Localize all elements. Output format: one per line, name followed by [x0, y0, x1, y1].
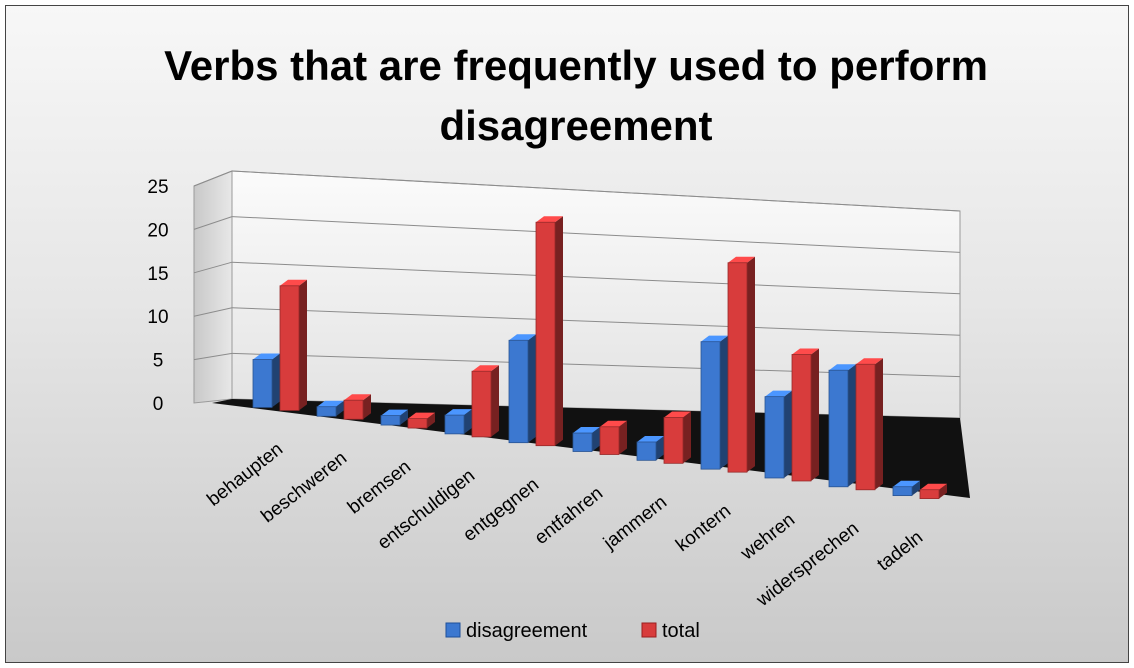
bar-total-beschweren	[343, 394, 371, 420]
gridlines	[193, 170, 961, 378]
bar-total-entgegnen	[535, 216, 563, 447]
x-category-label: jammern	[599, 492, 671, 555]
bar-disagreement-entschuldigen	[444, 409, 472, 435]
x-category-label: entfahren	[531, 483, 607, 549]
bar-total-entschuldigen	[471, 365, 499, 438]
x-category-label: tadeln	[873, 527, 927, 575]
x-category-label: bremsen	[344, 456, 415, 518]
gridline	[231, 216, 961, 253]
bar-disagreement-behaupten	[252, 353, 280, 408]
gridline-side	[193, 170, 233, 187]
gridline-side	[193, 216, 233, 230]
x-category-label: kontern	[672, 501, 735, 557]
bar-disagreement-kontern	[700, 335, 728, 470]
bar-total-jammern	[663, 411, 691, 464]
bar-total-tadeln	[919, 483, 947, 500]
gridline	[231, 261, 961, 295]
chart-frame: Verbs that are frequently used to perfor…	[5, 5, 1129, 663]
chart-svg: Verbs that are frequently used to perfor…	[147, 42, 988, 642]
gridline	[231, 170, 961, 212]
chart-title-line-1: Verbs that are frequently used to perfor…	[164, 42, 988, 89]
legend-label-total: total	[662, 620, 700, 642]
y-tick-label: 25	[147, 177, 168, 198]
gridline-side	[193, 352, 233, 361]
y-tick-label: 5	[153, 351, 164, 372]
bar-disagreement-entfahren	[572, 427, 600, 452]
y-axis-ticks: 0 5 10 15 20 25	[147, 177, 168, 415]
bars	[252, 216, 947, 500]
gridline-side	[193, 261, 233, 274]
bar-disagreement-entgegnen	[508, 334, 536, 444]
bar-total-kontern	[727, 256, 755, 473]
x-category-label: wehren	[736, 509, 799, 565]
gridline-side	[193, 307, 233, 317]
y-tick-label: 0	[153, 394, 164, 415]
legend-label-disagreement: disagreement	[466, 620, 588, 642]
legend-swatch-total	[641, 622, 657, 638]
chart-title-line-2: disagreement	[439, 102, 712, 149]
bar-disagreement-tadeln	[892, 480, 920, 497]
bar-disagreement-bremsen	[380, 409, 408, 426]
bar-disagreement-beschweren	[316, 400, 344, 417]
y-tick-label: 10	[147, 307, 168, 328]
side-wall	[193, 170, 233, 404]
bar-total-wehren	[791, 348, 819, 482]
bar-disagreement-jammern	[636, 435, 664, 461]
bar-total-bremsen	[407, 412, 435, 429]
legend-swatch-disagreement	[445, 622, 461, 638]
bar-disagreement-wehren	[764, 390, 792, 479]
bar-disagreement-widersprechen	[828, 364, 856, 488]
gridline	[231, 307, 961, 336]
y-tick-label: 15	[147, 264, 168, 285]
bar-total-behaupten	[279, 279, 307, 411]
legend: disagreement total	[445, 620, 700, 642]
bar-total-entfahren	[599, 420, 627, 455]
y-tick-label: 20	[147, 220, 168, 241]
bar-total-widersprechen	[855, 358, 883, 491]
